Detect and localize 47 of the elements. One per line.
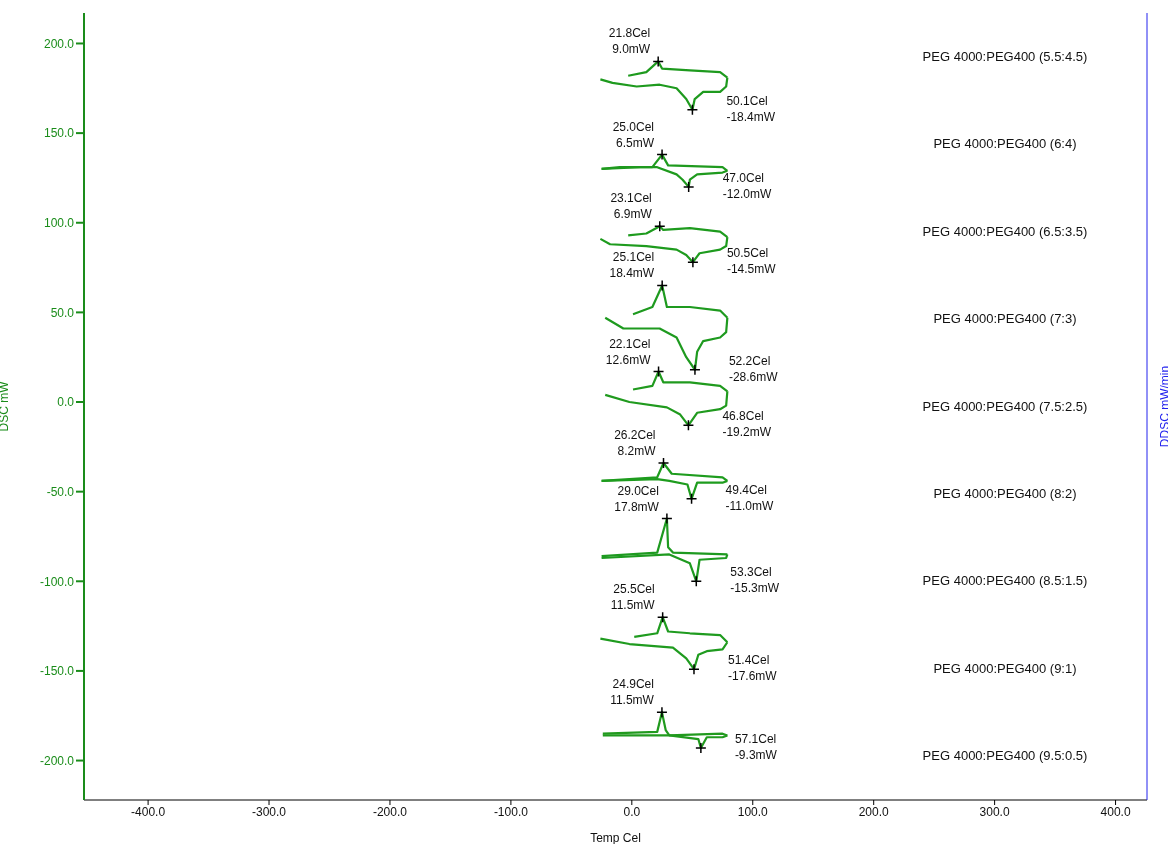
annotation: 22.1Cel 12.6mW bbox=[605, 336, 652, 367]
annotation: PEG 4000:PEG400 (9:1) bbox=[932, 660, 1078, 677]
annotation: PEG 4000:PEG400 (7:3) bbox=[932, 311, 1078, 328]
y-tick-label: 50.0 bbox=[50, 305, 75, 320]
y-tick-label: -200.0 bbox=[39, 753, 75, 768]
annotation: PEG 4000:PEG400 (7.5:2.5) bbox=[921, 398, 1089, 415]
y-axis-title: DSC mW bbox=[0, 380, 12, 432]
y-tick-label: -100.0 bbox=[39, 574, 75, 589]
annotation: 25.1Cel 18.4mW bbox=[609, 250, 655, 281]
y-tick-label: 0.0 bbox=[57, 395, 75, 410]
annotation: 47.0Cel -12.0mW bbox=[722, 170, 773, 201]
annotation: 57.1Cel -9.3mW bbox=[734, 732, 778, 763]
annotation: PEG 4000:PEG400 (6:4) bbox=[932, 136, 1078, 153]
y-tick-label: 200.0 bbox=[43, 36, 75, 51]
annotation: 21.8Cel 9.0mW bbox=[608, 26, 651, 57]
annotation: 23.1Cel 6.9mW bbox=[610, 191, 653, 222]
annotation: 52.2Cel -28.6mW bbox=[728, 353, 779, 384]
annotation: PEG 4000:PEG400 (9.5:0.5) bbox=[921, 748, 1089, 765]
annotation: PEG 4000:PEG400 (5.5:4.5) bbox=[921, 48, 1089, 65]
annotation: PEG 4000:PEG400 (6.5:3.5) bbox=[921, 223, 1089, 240]
annotation: 25.5Cel 11.5mW bbox=[610, 582, 656, 613]
x-tick-label: -400.0 bbox=[131, 804, 166, 819]
y-tick-label: 100.0 bbox=[43, 216, 75, 231]
y-tick-label: -150.0 bbox=[39, 664, 75, 679]
annotation: 50.5Cel -14.5mW bbox=[726, 246, 777, 277]
annotation: 29.0Cel 17.8mW bbox=[614, 483, 660, 514]
annotation: 50.1Cel -18.4mW bbox=[726, 93, 776, 124]
x-tick-label: -100.0 bbox=[493, 804, 529, 819]
x-tick-label: 200.0 bbox=[858, 804, 890, 819]
annotation: 46.8Cel -19.2mW bbox=[722, 409, 772, 440]
x-tick-label: 0.0 bbox=[623, 804, 641, 819]
x-tick-label: 300.0 bbox=[979, 804, 1010, 819]
x-axis-title: Temp Cel bbox=[590, 831, 641, 844]
annotation: PEG 4000:PEG400 (8:2) bbox=[932, 485, 1078, 502]
annotation: PEG 4000:PEG400 (8.5:1.5) bbox=[921, 573, 1089, 590]
y-tick-label: -50.0 bbox=[46, 484, 75, 499]
x-tick-label: -300.0 bbox=[252, 804, 287, 819]
x-tick-label: 400.0 bbox=[1100, 804, 1131, 819]
annotation: 53.3Cel -15.3mW bbox=[730, 565, 780, 596]
annotation: 51.4Cel -17.6mW bbox=[727, 653, 778, 684]
annotation: 49.4Cel -11.0mW bbox=[725, 482, 775, 513]
x-tick-label: 100.0 bbox=[737, 804, 769, 819]
annotation: 25.0Cel 6.5mW bbox=[612, 119, 655, 150]
y-tick-label: 150.0 bbox=[43, 126, 75, 141]
annotation: 26.2Cel 8.2mW bbox=[614, 427, 657, 458]
x-tick-label: -200.0 bbox=[372, 804, 408, 819]
annotation: 24.9Cel 11.5mW bbox=[610, 677, 655, 708]
